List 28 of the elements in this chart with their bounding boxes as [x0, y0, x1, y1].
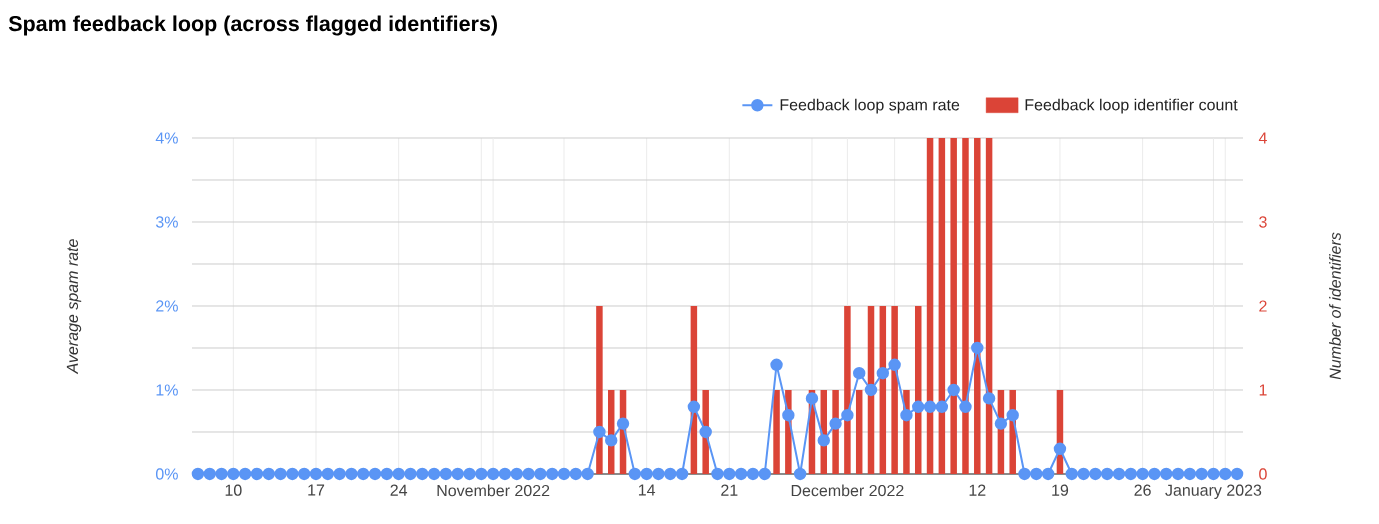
bar: [773, 389, 780, 474]
x-tick-label: 26: [1134, 484, 1151, 496]
x-tick-label: November 2022: [437, 484, 550, 497]
x-tick-label: 19: [1052, 484, 1069, 496]
x-tick-label: December 2022: [791, 484, 904, 497]
y-axis-title: Average spam rate: [66, 239, 82, 375]
y-tick-label: 2%: [156, 300, 178, 312]
bar: [855, 389, 863, 474]
x-tick-label: January 2023: [1165, 484, 1262, 500]
y-tick-label: 0%: [155, 468, 178, 480]
y2-tick-label: 3: [1259, 216, 1267, 228]
x-tick-label: 21: [721, 484, 738, 496]
y2-tick-label: 1: [1259, 384, 1267, 396]
legend-label: Feedback loop identifier count: [1025, 98, 1238, 114]
y-tick-label: 1%: [156, 384, 178, 396]
y2-tick-label: 0: [1259, 468, 1267, 480]
x-tick-label: 14: [638, 484, 656, 496]
legend-label: Feedback loop spam rate: [780, 98, 960, 114]
y2-tick-label: 4: [1258, 132, 1267, 144]
chart-title: Spam feedback loop (across flagged identifiers): [8, 15, 497, 36]
y2-tick-label: 2: [1259, 300, 1267, 312]
y-tick-label: 4%: [155, 132, 178, 144]
x-tick-label: 10: [225, 484, 242, 496]
x-tick-label: 24: [390, 484, 408, 496]
y2-axis-title: Number of identifiers: [1329, 232, 1341, 380]
y-tick-label: 3%: [155, 216, 178, 228]
x-tick-label: 12: [969, 484, 986, 496]
x-tick-label: 17: [308, 484, 325, 496]
